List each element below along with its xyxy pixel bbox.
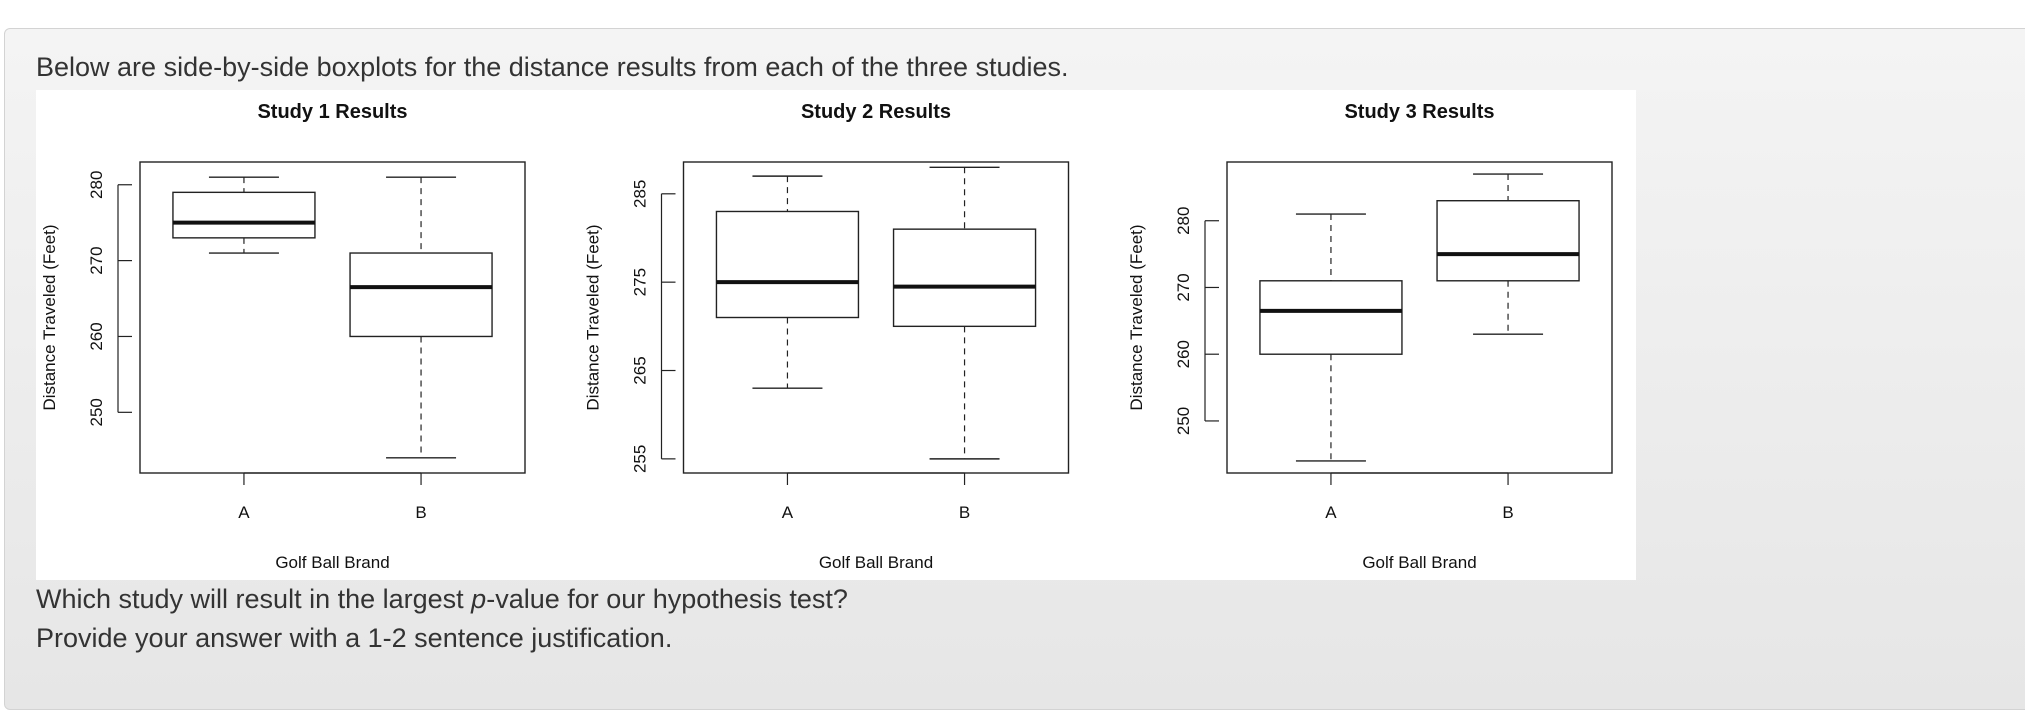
boxplot-panel-1: Study 1 Results 250 260 270 280 Distance Trav…	[40, 101, 526, 572]
question-text-end: -value for our hypothesis test?	[486, 584, 848, 614]
y-tick-label: 250	[87, 398, 106, 426]
x-tick-label: B	[415, 503, 426, 522]
y-tick-label: 270	[1174, 273, 1193, 301]
box-B	[349, 176, 493, 459]
intro-text: Below are side-by-side boxplots for the …	[36, 52, 1069, 82]
iqr-box	[172, 191, 316, 239]
y-tick-label: 280	[1174, 207, 1193, 235]
y-tick-label: 255	[631, 445, 650, 473]
iqr-box	[1436, 200, 1580, 282]
boxplot-panel-2: Study 2 Results 255 265 275 285 Distance Trav…	[584, 101, 1070, 572]
boxplot-panel-3: Study 3 Results 250 260 270 280 Distance Trav…	[1127, 101, 1613, 572]
y-tick-label: 285	[631, 180, 650, 208]
y-axis-label: Distance Traveled (Feet)	[1127, 224, 1146, 410]
y-tick-label: 275	[631, 268, 650, 296]
boxplot-svg: Study 1 Results 250 260 270 280 Distance Trav…	[40, 101, 1613, 572]
question-text-p: p	[471, 584, 487, 614]
iqr-box	[715, 210, 860, 319]
question-text: Which study will result in the largest p…	[36, 584, 848, 615]
y-tick-label: 260	[87, 322, 106, 350]
chart-title: Study 3 Results	[1344, 101, 1494, 123]
y-tick-label: 250	[1174, 407, 1193, 435]
y-axis-label: Distance Traveled (Feet)	[40, 224, 59, 410]
y-axis-label: Distance Traveled (Feet)	[584, 224, 603, 410]
x-axis-label: Golf Ball Brand	[819, 553, 933, 572]
x-axis-label: Golf Ball Brand	[1362, 553, 1476, 572]
x-axis-label: Golf Ball Brand	[275, 553, 389, 572]
boxplot-figure: Study 1 Results 250 260 270 280 Distance Trav…	[36, 90, 1636, 580]
box-A	[715, 175, 860, 389]
box-A	[172, 176, 316, 254]
y-tick-label: 260	[1174, 340, 1193, 368]
chart-title: Study 1 Results	[257, 101, 407, 123]
y-tick-label: 265	[631, 356, 650, 384]
box-B	[892, 166, 1037, 460]
y-tick-label: 270	[87, 246, 106, 274]
iqr-box	[349, 252, 493, 338]
iqr-box	[892, 228, 1037, 328]
x-tick-label: A	[782, 503, 794, 522]
x-tick-label: B	[1502, 503, 1513, 522]
box-B	[1436, 173, 1580, 335]
box-A	[1259, 213, 1403, 462]
x-tick-label: A	[238, 503, 250, 522]
question-text-start: Which study will result in the largest	[36, 584, 472, 614]
x-tick-label: B	[959, 503, 970, 522]
x-tick-label: A	[1325, 503, 1337, 522]
chart-title: Study 2 Results	[801, 101, 951, 123]
instruction-text: Provide your answer with a 1-2 sentence …	[36, 623, 673, 653]
y-tick-label: 280	[87, 171, 106, 199]
iqr-box	[1259, 280, 1403, 355]
